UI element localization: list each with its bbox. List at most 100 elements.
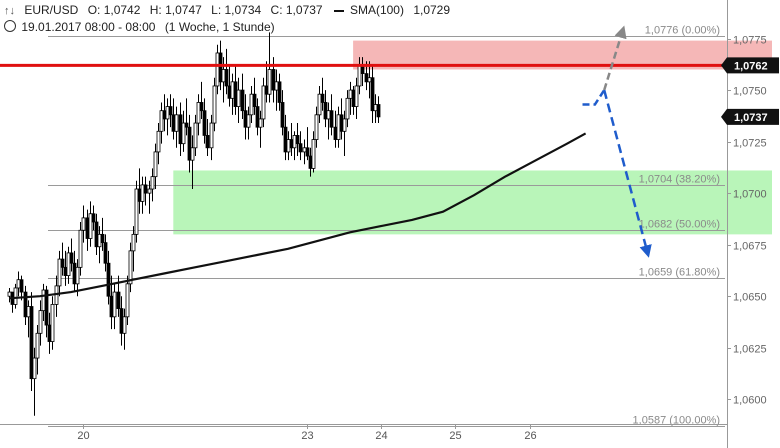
candle: [295, 123, 300, 157]
candle-body-up: [41, 289, 46, 312]
candle-body-up: [249, 93, 254, 116]
candle: [323, 90, 328, 128]
candle-body-down: [72, 262, 77, 285]
candle: [81, 205, 86, 243]
candle-body-down: [143, 184, 148, 194]
y-tick-label: 1,0600: [733, 395, 767, 407]
candle-body-down: [19, 279, 24, 293]
candle: [153, 143, 158, 190]
candle-body-down: [280, 102, 285, 128]
candle-body-down: [277, 81, 282, 103]
candle-body-down: [23, 291, 28, 318]
candle-body-up: [317, 93, 322, 116]
candle-body-down: [370, 77, 375, 112]
candle-body-up: [221, 69, 226, 83]
candle: [274, 69, 279, 111]
candle-body-down: [63, 266, 68, 276]
candle-body-up: [348, 89, 353, 99]
candle-body-down: [218, 52, 223, 83]
candle-body-up: [66, 252, 71, 276]
clock-icon: [4, 20, 16, 32]
candle: [370, 65, 375, 124]
candle-body-down: [94, 221, 99, 248]
candle: [199, 81, 204, 119]
candle-body-up: [150, 176, 155, 190]
candle: [143, 176, 148, 206]
candle: [85, 209, 90, 251]
candle: [140, 176, 145, 214]
candle: [292, 131, 297, 161]
candle: [41, 283, 46, 321]
candle: [196, 94, 201, 136]
candle: [336, 106, 341, 148]
candle-body-down: [168, 106, 173, 116]
candle: [261, 77, 266, 128]
candle-body-up: [193, 122, 198, 149]
candle-body-up: [35, 332, 40, 359]
period-label: (1 Woche, 1 Stunde): [164, 20, 275, 34]
candle: [252, 77, 257, 115]
candle-body-up: [274, 81, 279, 91]
low-value: L: 1,0734: [211, 3, 262, 17]
sma-line: [8, 132, 587, 300]
candle: [298, 131, 303, 161]
candle-body-up: [345, 97, 350, 120]
candle: [339, 98, 344, 140]
candle: [106, 250, 111, 305]
candle: [88, 201, 93, 247]
candle: [29, 292, 34, 392]
x-tick-label: 23: [301, 430, 313, 442]
candle: [23, 285, 28, 326]
candle-body-down: [289, 139, 294, 149]
candle: [267, 32, 272, 103]
candle: [159, 102, 164, 144]
candle: [44, 285, 49, 338]
y-tick-label: 1,0775: [733, 35, 767, 47]
candle-body-up: [181, 122, 186, 145]
sma-label: SMA(100): [349, 3, 404, 17]
candle: [78, 222, 83, 276]
candle: [35, 325, 40, 375]
candle: [94, 213, 99, 255]
candle: [57, 250, 62, 297]
candle: [168, 94, 173, 128]
candle-body-down: [60, 258, 65, 268]
datetime-label: 19.01.2017 08:00 - 08:00: [21, 20, 156, 34]
candle-body-up: [230, 81, 235, 99]
candle-body-down: [298, 143, 303, 153]
candle: [66, 246, 71, 284]
candle: [19, 275, 24, 301]
candle: [202, 98, 207, 144]
candle: [373, 94, 378, 124]
candle-body-down: [323, 102, 328, 120]
candle: [162, 94, 167, 132]
candle-body-down: [305, 147, 310, 157]
candle: [134, 180, 139, 243]
candle: [69, 238, 74, 272]
y-tick-label: 1,0675: [733, 241, 767, 253]
candle-body-up: [311, 139, 316, 169]
candle-body-up: [88, 213, 93, 239]
candle: [277, 73, 282, 111]
candle-body-down: [162, 110, 167, 120]
candle-body-up: [16, 279, 21, 289]
candle-body-up: [38, 310, 43, 334]
candle: [150, 168, 155, 202]
candle-body-down: [85, 217, 90, 239]
candle-body-up: [267, 69, 272, 95]
support-zone: [173, 170, 773, 235]
candle-body-down: [224, 69, 229, 87]
candle-body-up: [78, 229, 83, 268]
candle: [190, 135, 195, 190]
candle-body-up: [13, 287, 18, 305]
candle: [72, 250, 77, 293]
candle: [16, 271, 21, 297]
candle: [311, 131, 316, 173]
candle: [7, 287, 12, 303]
candle-body-up: [50, 304, 55, 342]
candle: [249, 85, 254, 124]
sma-value: 1,0729: [413, 3, 451, 17]
y-tick-label: 1,0650: [733, 292, 767, 304]
candle-body-down: [171, 114, 176, 132]
candle: [215, 44, 220, 95]
